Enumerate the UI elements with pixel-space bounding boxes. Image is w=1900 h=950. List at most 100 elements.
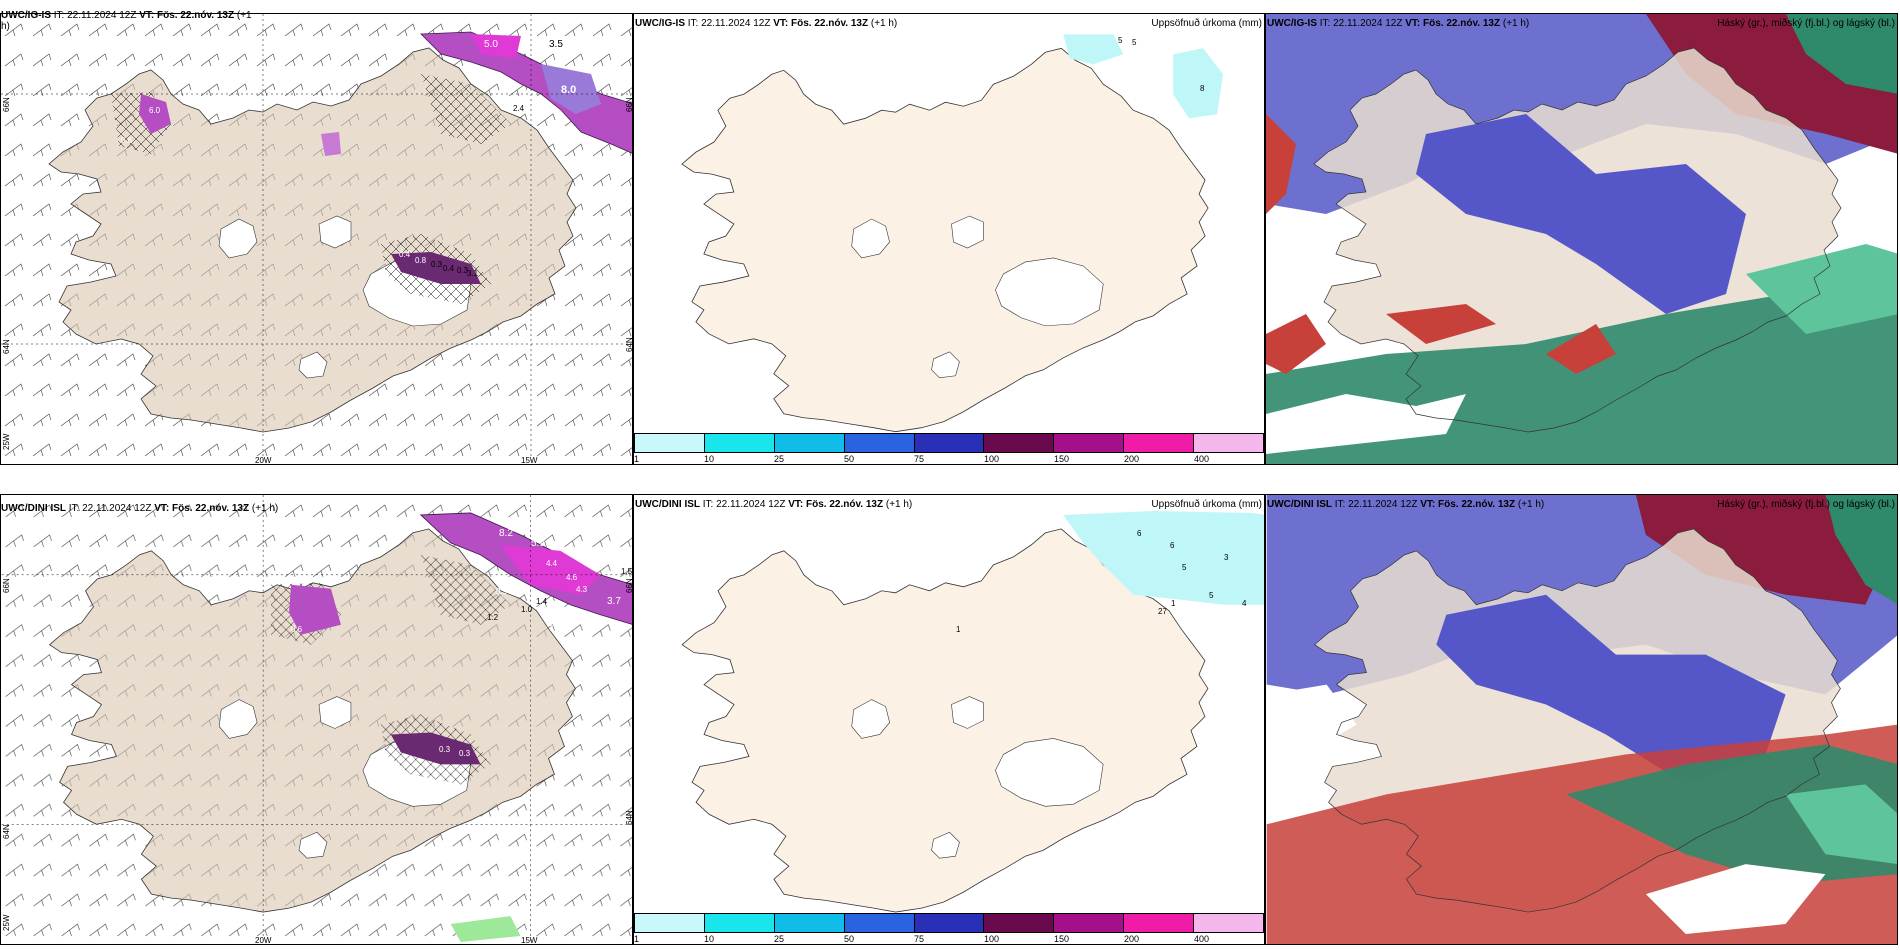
- colorbar-segment: [704, 914, 775, 932]
- precip-value: 3: [1224, 553, 1229, 562]
- lat-label: 66N: [2, 578, 11, 593]
- colorbar-segment: [1194, 434, 1264, 452]
- lat-label: 66N: [2, 97, 11, 112]
- colorbar-segment: [1124, 434, 1195, 452]
- precip-value: 0.3: [439, 745, 451, 754]
- colorbar-label: 75: [914, 454, 925, 464]
- precip-value: 6: [1137, 529, 1142, 538]
- precip-value: 1: [956, 625, 961, 634]
- panel-subtitle-bottom-middle: Uppsöfnuð úrkoma (mm): [1151, 499, 1262, 510]
- colorbar-label: 25: [774, 454, 785, 464]
- colorbar-segment: [774, 914, 845, 932]
- precip-value: 0.6: [121, 136, 133, 145]
- precip-value: 5: [1209, 591, 1214, 600]
- panel-title-top-left: UWC/IG-IS IT: 22.11.2024 12Z VT: Fös. 22…: [1, 10, 252, 32]
- lon-label: 20W: [255, 456, 272, 465]
- precip-value: 0.4: [443, 264, 455, 273]
- panel-bottom-middle: 6 6 5 3 5 4 1 27 1 UWC/DINI ISL IT: 22.1…: [633, 494, 1265, 945]
- panel-top-middle: 5 5 8 UWC/IG-IS IT: 22.11.2024 12Z VT: F…: [633, 13, 1265, 465]
- lat-label: 25W: [2, 433, 11, 450]
- colorbar-label: 400: [1194, 454, 1210, 464]
- precip-value: 8.2: [499, 528, 513, 539]
- colorbar-segment: [635, 434, 705, 452]
- panel-title-bottom-left: UWC/DINI ISL IT: 22.11.2024 12Z VT: Fös.…: [1, 503, 279, 514]
- panel-title-top-middle: UWC/IG-IS IT: 22.11.2024 12Z VT: Fös. 22…: [635, 18, 898, 29]
- panel-top-right: UWC/IG-IS IT: 22.11.2024 12Z VT: Fös. 22…: [1265, 13, 1898, 465]
- colorbar-label: 200: [1124, 934, 1140, 944]
- colorbar-segment: [1194, 914, 1264, 932]
- precip-value: 3.5: [549, 39, 563, 50]
- colorbar-segment: [774, 434, 845, 452]
- precip-value: 0.3: [457, 266, 469, 275]
- colorbar-label: 150: [1054, 934, 1070, 944]
- precip-value: 0.8: [415, 256, 427, 265]
- colorbar-label: 50: [844, 454, 855, 464]
- lat-label: 64N: [2, 824, 11, 839]
- precip-map-bottom-middle: [681, 510, 1264, 913]
- panel-subtitle-top-middle: Uppsöfnuð úrkoma (mm): [1151, 18, 1262, 29]
- precip-value: 3.7: [607, 596, 621, 607]
- colorbar-segment: [844, 434, 915, 452]
- lon-label: 15W: [521, 456, 538, 465]
- precip-value: 1.2: [487, 613, 499, 622]
- colorbar-segment: [1124, 914, 1195, 932]
- colorbar-label: 50: [844, 934, 855, 944]
- precip-value: 6.0: [149, 106, 161, 115]
- precip-value: 1: [1171, 599, 1176, 608]
- cloud-map-bottom-right: [1266, 495, 1897, 944]
- lat-label: 64N: [625, 810, 633, 825]
- panel-bottom-right: UWC/DINI ISL IT: 22.11.2024 12Z VT: Fös.…: [1265, 494, 1898, 945]
- precip-value: 1.5: [621, 567, 633, 576]
- precip-value: 1.4: [536, 597, 548, 606]
- precip-value: 1.0: [521, 605, 533, 614]
- lon-label: 15W: [521, 936, 538, 945]
- colorbar-label: 400: [1194, 934, 1210, 944]
- precip-value: 2.4: [513, 104, 525, 113]
- colorbar-segment: [635, 914, 705, 932]
- precip-value: 5: [1132, 38, 1137, 47]
- panel-title-bottom-middle: UWC/DINI ISL IT: 22.11.2024 12Z VT: Fös.…: [635, 499, 913, 510]
- colorbar-top: [634, 433, 1264, 453]
- precip-value: 5: [1182, 563, 1187, 572]
- precip-value: 27: [1158, 607, 1167, 616]
- cloud-map-top-right: [1266, 14, 1897, 464]
- colorbar-label: 1: [634, 454, 640, 464]
- lat-label: 66N: [625, 578, 633, 593]
- precip-value: 0.3: [459, 749, 471, 758]
- colorbar-bottom: [634, 913, 1264, 933]
- precip-value: 4.6: [566, 573, 578, 582]
- colorbar-label: 100: [984, 934, 1000, 944]
- precip-value: 0.9: [496, 587, 508, 596]
- precip-value: 0.3: [431, 260, 443, 269]
- colorbar-label: 25: [774, 934, 785, 944]
- colorbar-label: 75: [914, 934, 925, 944]
- colorbar-segment: [914, 434, 985, 452]
- panel-subtitle-top-right: Háský (gr.), miðský (fj.bl.) og lágský (…: [1717, 18, 1895, 29]
- precip-value: 0.4: [399, 250, 411, 259]
- colorbar-label: 150: [1054, 454, 1070, 464]
- colorbar-segment: [984, 914, 1055, 932]
- colorbar-segment: [704, 434, 775, 452]
- precip-value: 8.0: [561, 84, 577, 96]
- colorbar-label: 100: [984, 454, 1000, 464]
- precip-map-top-middle: [681, 34, 1224, 433]
- precip-value: 5.9: [531, 538, 545, 549]
- precip-value: 4.3: [576, 585, 588, 594]
- colorbar-label: 1: [634, 934, 640, 944]
- colorbar-segment: [1054, 914, 1125, 932]
- precip-value: 4.4: [546, 559, 558, 568]
- colorbar-label: 10: [704, 454, 715, 464]
- precip-value: 2.0: [606, 522, 620, 533]
- wind-precip-map-top-left: [1, 14, 632, 464]
- lat-label: 66N: [625, 97, 633, 112]
- colorbar-label: 200: [1124, 454, 1140, 464]
- wind-precip-map-bottom-left: [1, 495, 632, 944]
- panel-title-bottom-right: UWC/DINI ISL IT: 22.11.2024 12Z VT: Fös.…: [1267, 499, 1545, 510]
- lon-label: 20W: [255, 936, 272, 945]
- precip-value: 0.6: [291, 625, 303, 634]
- colorbar-segment: [1054, 434, 1125, 452]
- panel-bottom-left: 8.2 5.9 4.4 4.6 4.3 1.4 2.0 1.7 3.7 0.9 …: [0, 494, 633, 945]
- colorbar-segment: [914, 914, 985, 932]
- precip-value: 6: [1170, 541, 1175, 550]
- lat-label: 64N: [2, 339, 11, 354]
